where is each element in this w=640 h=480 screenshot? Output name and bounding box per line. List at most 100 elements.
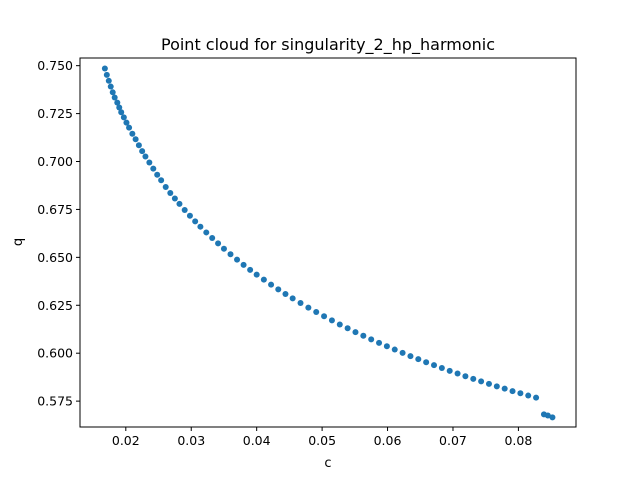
data-point xyxy=(181,207,188,214)
y-tick-label: 0.650 xyxy=(37,250,73,265)
data-point xyxy=(158,177,165,184)
data-point xyxy=(123,119,130,126)
data-point xyxy=(485,380,492,387)
y-axis-label: q xyxy=(11,238,26,246)
plot-area: 0.02 0.03 0.04 0.05 0.06 0.07 0.08 0.5750.6000… xyxy=(37,57,577,448)
data-point xyxy=(533,394,540,401)
x-tick-label: 0.02 xyxy=(112,433,140,448)
data-point xyxy=(109,89,116,96)
data-point xyxy=(549,414,556,421)
y-tick-label: 0.725 xyxy=(37,106,73,121)
x-tick-label: 0.05 xyxy=(308,433,336,448)
axes-frame xyxy=(79,57,577,428)
data-point xyxy=(544,412,551,419)
data-point xyxy=(328,317,335,324)
data-point xyxy=(313,308,320,315)
data-point xyxy=(438,364,445,371)
data-point xyxy=(478,378,485,385)
y-tick-label: 0.600 xyxy=(37,346,73,361)
data-point xyxy=(135,142,142,149)
data-point xyxy=(344,325,351,332)
data-point xyxy=(146,159,153,166)
data-point xyxy=(446,367,453,374)
data-point xyxy=(321,313,328,320)
data-point xyxy=(407,353,414,360)
data-point xyxy=(154,171,161,178)
data-point xyxy=(116,104,123,111)
data-point xyxy=(120,114,127,121)
data-point xyxy=(525,392,532,399)
data-point xyxy=(352,329,359,336)
data-point xyxy=(150,165,157,172)
data-point xyxy=(240,261,247,268)
data-point xyxy=(192,218,199,225)
data-point xyxy=(215,240,222,247)
data-point xyxy=(220,245,227,252)
x-tick-label: 0.04 xyxy=(243,433,271,448)
x-axis-ticks: 0.02 0.03 0.04 0.05 0.06 0.07 0.08 xyxy=(112,427,532,448)
data-point xyxy=(103,71,110,78)
data-point xyxy=(462,373,469,380)
data-point xyxy=(101,65,108,72)
data-point xyxy=(509,388,516,395)
data-point xyxy=(501,385,508,392)
y-tick-label: 0.750 xyxy=(37,58,73,73)
data-point xyxy=(227,251,234,258)
data-point xyxy=(493,383,500,390)
data-point xyxy=(383,343,390,350)
data-point xyxy=(454,370,461,377)
data-point xyxy=(139,148,146,155)
data-point xyxy=(132,136,139,143)
x-tick-label: 0.08 xyxy=(504,433,532,448)
data-point xyxy=(470,375,477,382)
data-point xyxy=(186,212,193,219)
data-point xyxy=(234,256,241,263)
data-point xyxy=(289,295,296,302)
data-point xyxy=(431,362,438,369)
data-point xyxy=(142,153,149,160)
data-point xyxy=(107,83,114,90)
data-point xyxy=(360,332,367,339)
data-point xyxy=(162,184,169,191)
data-point xyxy=(105,77,112,84)
data-point xyxy=(376,339,383,346)
data-point xyxy=(391,346,398,353)
data-point xyxy=(305,304,312,311)
x-tick-label: 0.06 xyxy=(374,433,402,448)
y-tick-label: 0.675 xyxy=(37,202,73,217)
data-point xyxy=(275,286,282,293)
x-axis-label: c xyxy=(324,456,331,471)
y-tick-label: 0.700 xyxy=(37,154,73,169)
data-point xyxy=(126,124,133,131)
data-point xyxy=(260,276,267,283)
data-points xyxy=(101,65,556,421)
data-point xyxy=(297,299,304,306)
data-point xyxy=(118,109,125,116)
data-point xyxy=(167,189,174,196)
data-point xyxy=(423,359,430,366)
y-tick-label: 0.575 xyxy=(37,394,73,409)
y-tick-label: 0.625 xyxy=(37,298,73,313)
data-point xyxy=(268,281,275,288)
x-tick-label: 0.07 xyxy=(439,433,467,448)
data-point xyxy=(176,200,183,207)
data-point xyxy=(111,94,118,101)
data-point xyxy=(197,223,204,230)
x-tick-label: 0.03 xyxy=(177,433,205,448)
data-point xyxy=(129,130,136,137)
data-point xyxy=(253,271,260,278)
data-point xyxy=(114,99,121,106)
data-point xyxy=(336,321,343,328)
data-point xyxy=(517,390,524,397)
data-point xyxy=(203,229,210,236)
chart-title: Point cloud for singularity_2_hp_harmoni… xyxy=(161,35,495,55)
data-point xyxy=(209,235,216,241)
y-axis-ticks: 0.575 0.600 0.625 0.650 0.675 0.700 0.725 0.750 xyxy=(37,58,80,409)
data-point xyxy=(415,356,422,363)
data-point xyxy=(399,349,406,356)
data-point xyxy=(282,290,289,297)
data-point xyxy=(368,336,375,343)
data-point xyxy=(247,266,254,273)
data-point xyxy=(171,195,178,202)
